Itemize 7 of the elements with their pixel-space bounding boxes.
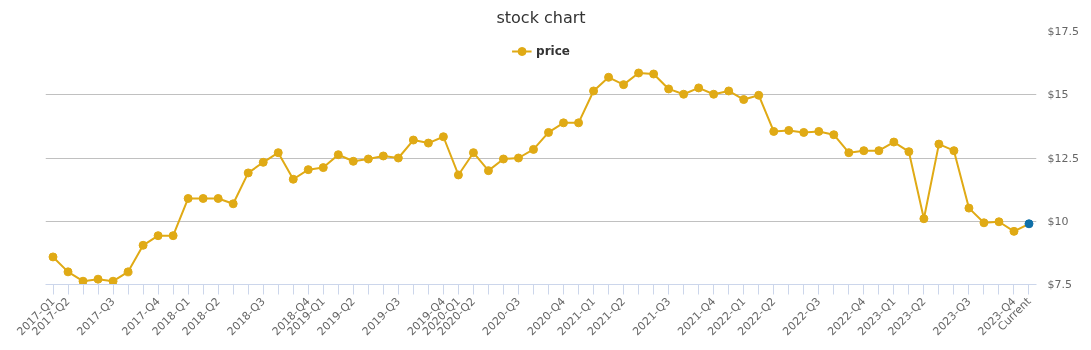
y-tick-label: $17.5 <box>1047 25 1079 38</box>
y-tick-label: $12.5 <box>1047 151 1079 165</box>
y-tick-label: $15 <box>1047 88 1069 102</box>
y-tick-label: $10 <box>1047 214 1069 228</box>
chart-title: stock chart <box>496 7 586 27</box>
legend-label: price <box>536 44 570 58</box>
y-tick-label: $7.5 <box>1047 278 1072 291</box>
